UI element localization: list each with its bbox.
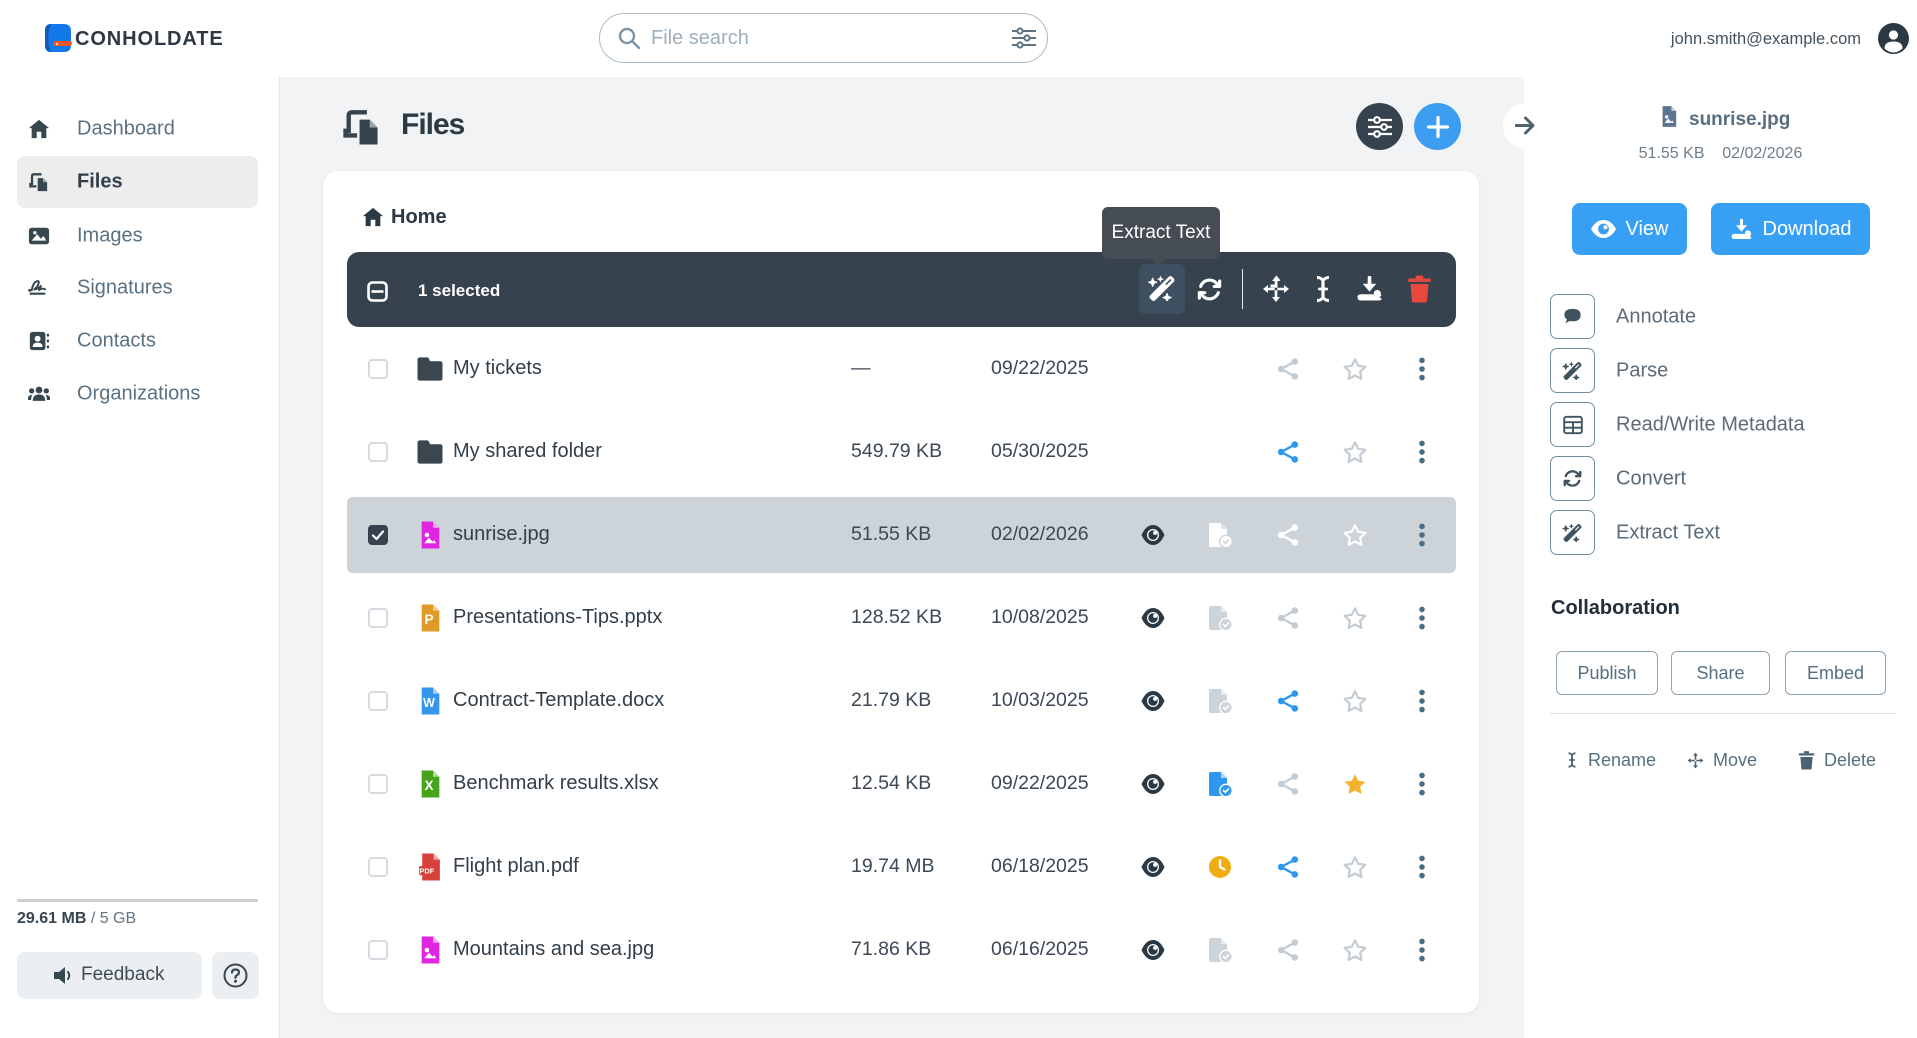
svg-text:P: P	[424, 612, 433, 627]
svg-text:W: W	[423, 696, 435, 710]
svg-text:X: X	[424, 778, 433, 793]
svg-text:PDF: PDF	[419, 867, 434, 876]
